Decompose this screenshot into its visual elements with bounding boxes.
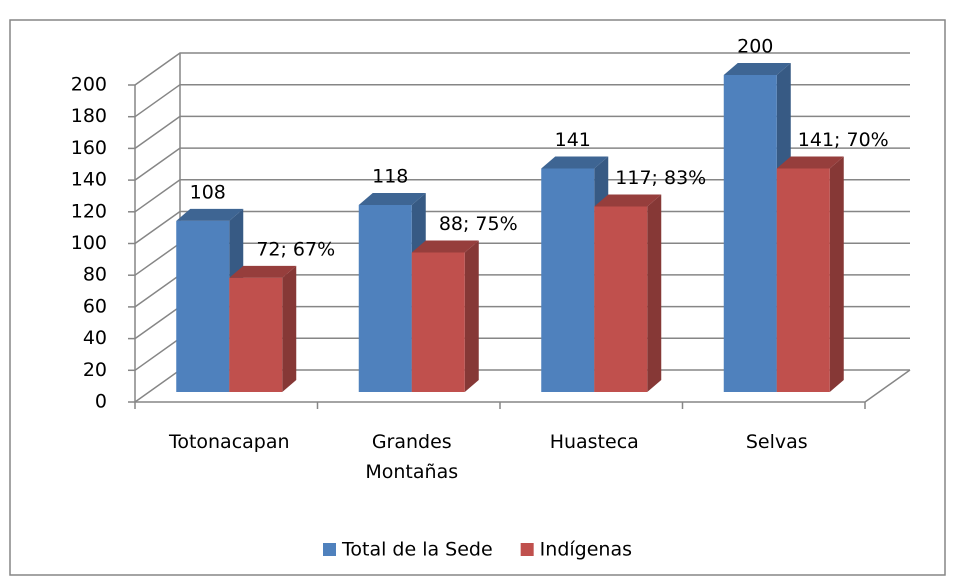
- y-tick-label: 40: [83, 327, 107, 349]
- bar-top: [723, 63, 791, 75]
- bar-front: [594, 206, 648, 392]
- bar-front: [176, 220, 230, 392]
- bar-top: [229, 265, 297, 278]
- y-tick-label: 20: [83, 359, 107, 381]
- data-label: 141; 70%: [798, 129, 889, 151]
- legend-swatch: [323, 543, 336, 556]
- data-label: 72; 67%: [256, 238, 335, 260]
- x-tick-label: Totonacapan: [168, 431, 290, 453]
- x-tick-label: Grandes Montañas: [365, 431, 459, 483]
- bar: [776, 156, 844, 392]
- data-label: 88; 75%: [439, 213, 518, 235]
- bar-front: [776, 168, 830, 392]
- x-tick-label: Selvas: [745, 431, 808, 453]
- bar-top: [358, 192, 426, 205]
- bar: [411, 240, 479, 392]
- bar-top: [776, 156, 844, 169]
- bar-front: [723, 75, 777, 392]
- legend-swatch: [520, 543, 534, 556]
- bar-top: [541, 156, 609, 169]
- bar-top: [411, 240, 479, 253]
- grid-line: [134, 83, 910, 118]
- grid-line: [134, 147, 910, 181]
- y-tick-label: 180: [71, 105, 107, 127]
- data-label: 108: [190, 181, 226, 203]
- legend-label: Total de la Sede: [341, 539, 493, 561]
- bar-front: [411, 252, 465, 392]
- y-tick-label: 100: [71, 232, 107, 254]
- bar-side: [282, 265, 297, 392]
- bar-top: [176, 208, 244, 221]
- y-tick-label: 160: [71, 137, 107, 159]
- grid-line: [134, 179, 910, 213]
- grid-line: [134, 210, 910, 245]
- x-tick-label: Huasteca: [549, 431, 639, 453]
- chart-border: [9, 19, 946, 576]
- data-label: 118: [372, 165, 408, 187]
- bar-side: [647, 194, 662, 392]
- data-label: 141: [555, 129, 591, 151]
- bar-side: [829, 156, 844, 392]
- y-tick-label: 80: [83, 264, 107, 286]
- bar: [594, 194, 662, 392]
- bar-front: [358, 204, 412, 392]
- grid-line: [134, 52, 910, 86]
- y-tick-label: 140: [71, 169, 107, 191]
- bar: [229, 265, 297, 392]
- grid-line: [134, 115, 910, 150]
- bar-top: [594, 194, 662, 207]
- y-tick-label: 120: [71, 200, 107, 222]
- data-label: 200: [737, 36, 773, 58]
- bar-front: [229, 277, 283, 392]
- y-tick-label: 0: [95, 391, 107, 413]
- data-label: 117; 83%: [615, 167, 706, 189]
- y-tick-label: 200: [71, 74, 107, 96]
- y-tick-label: 60: [83, 295, 107, 317]
- legend-label: Indígenas: [540, 539, 632, 561]
- bar-front: [541, 168, 595, 392]
- bar-side: [464, 240, 479, 392]
